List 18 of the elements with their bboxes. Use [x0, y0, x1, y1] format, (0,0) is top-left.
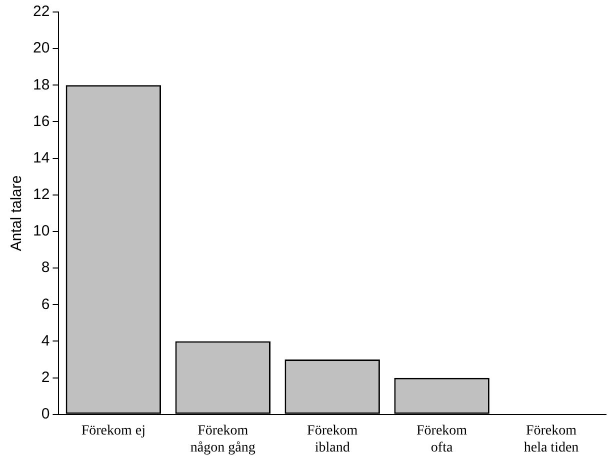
y-tick-label: 8: [41, 259, 50, 276]
y-tick-label: 16: [32, 112, 50, 130]
x-tick-label: Förekom hela tiden: [524, 423, 579, 456]
y-tick-label: 20: [32, 40, 50, 57]
y-tick-label: 12: [32, 186, 50, 204]
y-tick-label: 2: [41, 368, 50, 386]
y-tick-label: 6: [41, 296, 50, 313]
x-tick-label: Förekom ofta: [416, 423, 468, 456]
x-tick-label: Förekom ej: [81, 423, 146, 438]
y-tick-label: 22: [32, 3, 50, 20]
y-tick-label: 0: [41, 406, 50, 423]
y-axis-title: Antal talare: [8, 175, 26, 252]
x-tick-label: Förekom någon gång: [190, 423, 256, 456]
x-tick-label: Förekom ibland: [307, 423, 358, 456]
y-tick-label: 4: [41, 332, 50, 350]
y-tick-label: 10: [32, 222, 50, 240]
y-tick-label: 18: [32, 76, 50, 94]
y-tick-label: 14: [32, 149, 50, 166]
